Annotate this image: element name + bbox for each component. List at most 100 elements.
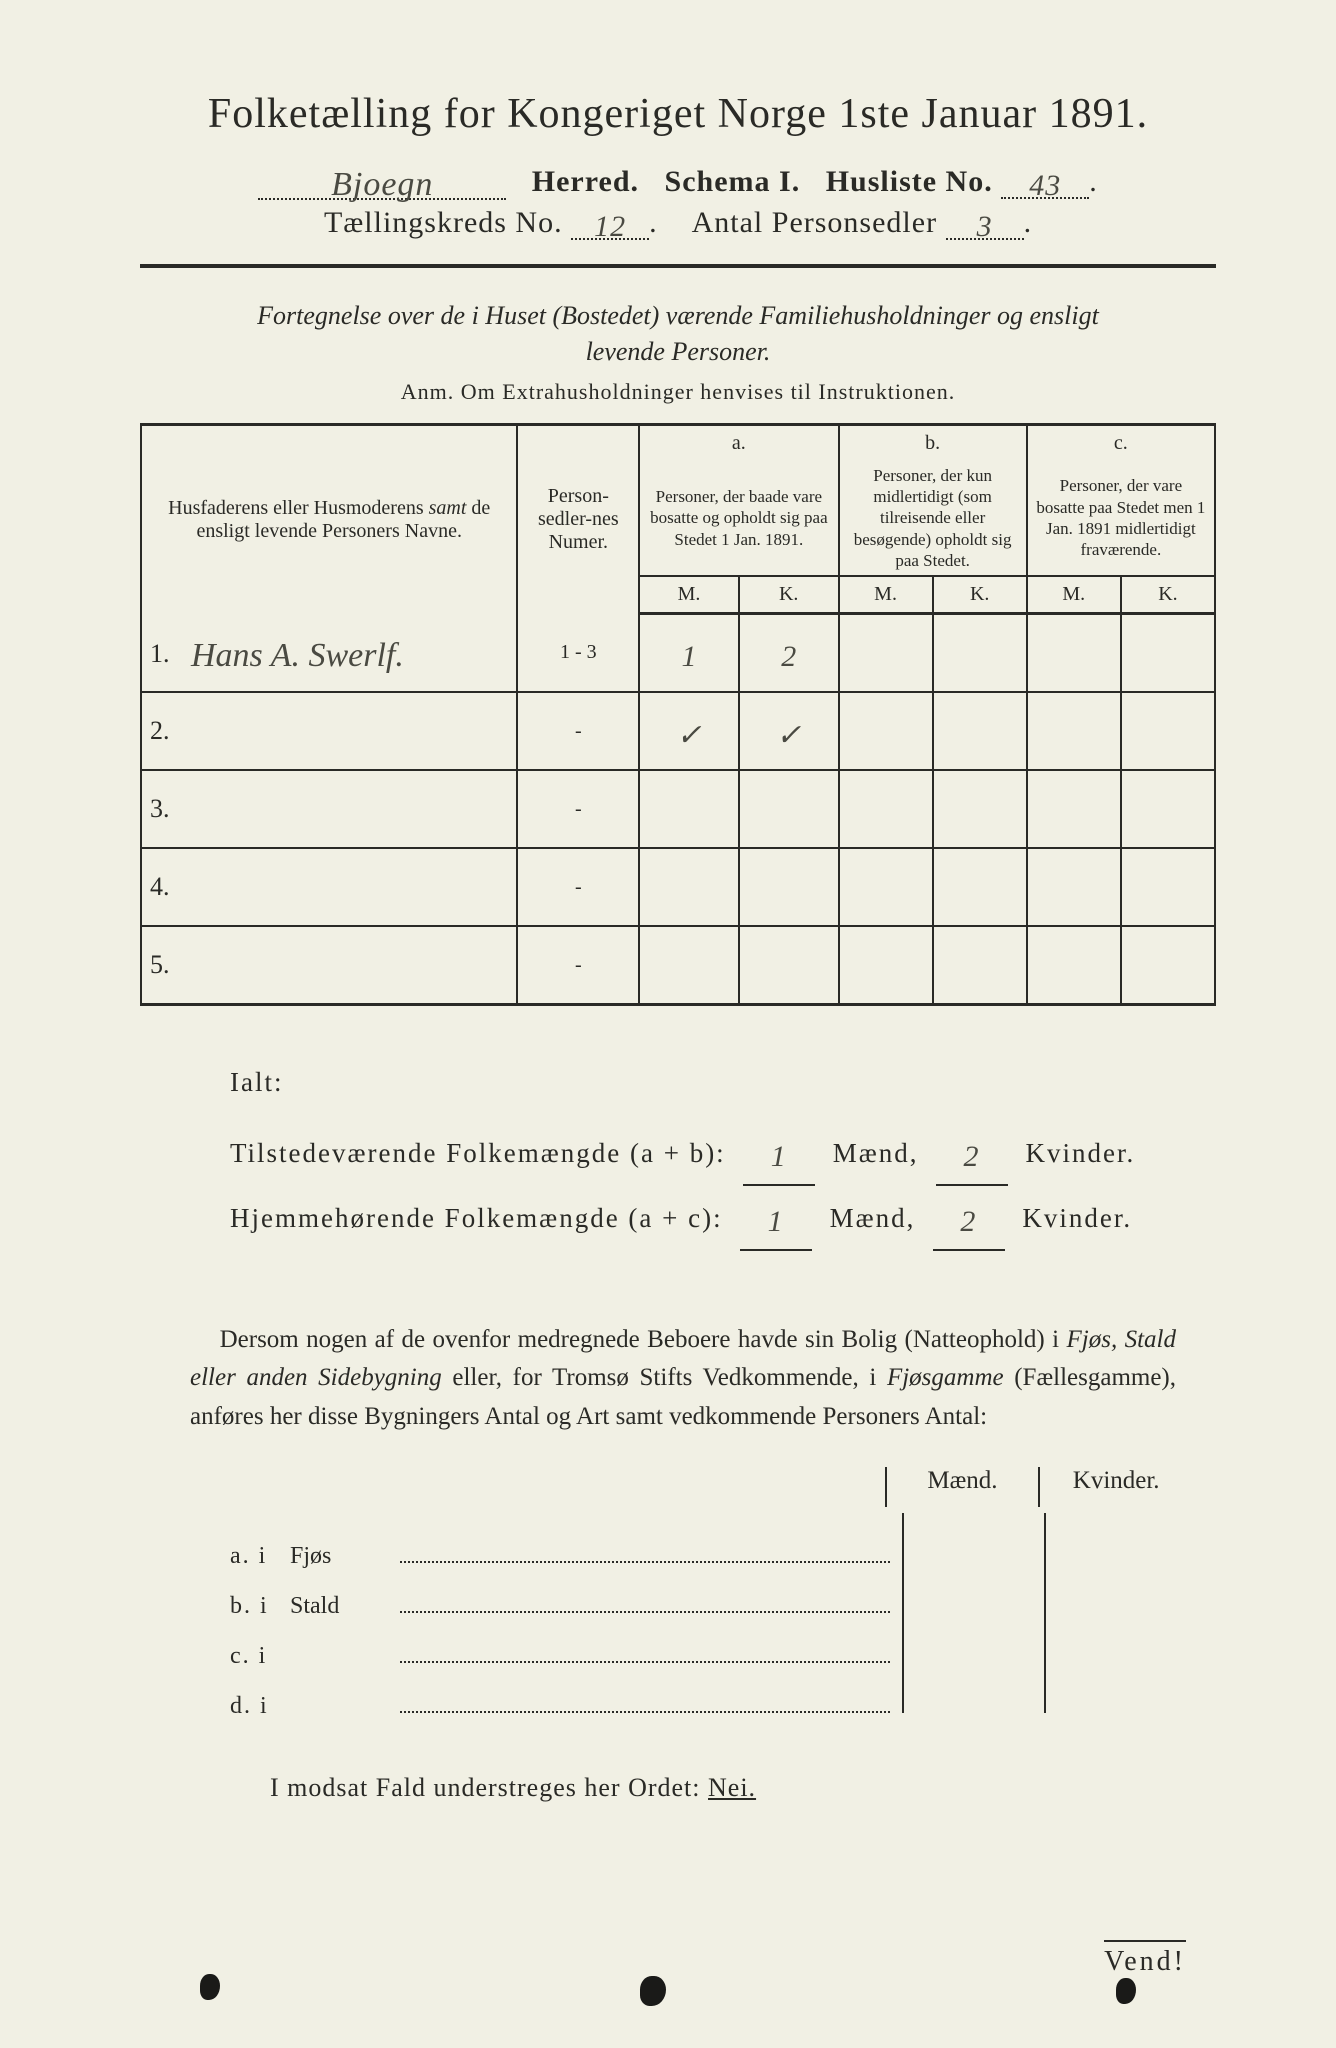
row-numer: - xyxy=(517,692,639,770)
herred-label: Herred. xyxy=(532,165,639,198)
row-name-cell: 3. xyxy=(141,770,517,848)
row-ak: ✓ xyxy=(739,692,839,770)
table-row: 3. - xyxy=(141,770,1215,848)
row-am xyxy=(639,848,739,926)
col-header-a: a. xyxy=(639,424,838,461)
row-bk xyxy=(933,848,1027,926)
sum2-kvinder: Kvinder. xyxy=(1022,1203,1132,1233)
row-numer: 1 - 3 xyxy=(517,614,639,693)
subtable-row: c. i xyxy=(230,1613,1186,1663)
ink-blot xyxy=(200,1974,220,2000)
subrow-dots xyxy=(400,1645,890,1663)
row-bk xyxy=(933,926,1027,1005)
summary-line-2: Hjemmehørende Folkemængde (a + c): 1 Mæn… xyxy=(230,1186,1216,1251)
subtable-row: a. iFjøs xyxy=(230,1513,1186,1563)
header-line-2: Tællingskreds No. 12. Antal Personsedler… xyxy=(140,206,1216,240)
sum1-maend: Mænd, xyxy=(833,1138,919,1168)
ink-blot xyxy=(640,1976,666,2006)
row-ak: 2 xyxy=(739,614,839,693)
row-bm xyxy=(839,692,933,770)
subrow-dots xyxy=(400,1595,890,1613)
row-name-cell: 4. xyxy=(141,848,517,926)
sum2-label: Hjemmehørende Folkemængde (a + c): xyxy=(230,1203,723,1233)
summary-block: Ialt: Tilstedeværende Folkemængde (a + b… xyxy=(230,1054,1216,1251)
row-ak xyxy=(739,848,839,926)
subtable-maend-label: Mænd. xyxy=(893,1467,1033,1507)
table-row: 1. Hans A. Swerlf.1 - 312 xyxy=(141,614,1215,693)
col-m-a: M. xyxy=(639,576,739,614)
subrow-name: Stald xyxy=(290,1593,400,1620)
row-bk xyxy=(933,692,1027,770)
antal-label: Antal Personsedler xyxy=(692,206,937,239)
row-numer: - xyxy=(517,770,639,848)
herred-handwritten: Bjoegn xyxy=(331,168,433,202)
sum1-label: Tilstedeværende Folkemængde (a + b): xyxy=(230,1138,726,1168)
col-header-names: Husfaderens eller Husmode­rens samt de e… xyxy=(141,424,517,613)
col-header-c: c. xyxy=(1027,424,1215,461)
row-bm xyxy=(839,848,933,926)
subheading: Fortegnelse over de i Huset (Bostedet) v… xyxy=(140,298,1216,371)
dwelling-paragraph: Dersom nogen af de ovenfor medregnede Be… xyxy=(190,1321,1176,1437)
row-bm xyxy=(839,770,933,848)
col-header-b: b. xyxy=(839,424,1027,461)
subrow-name: Fjøs xyxy=(290,1543,400,1570)
row-cm xyxy=(1027,614,1121,693)
husliste-label: Husliste No. xyxy=(826,165,993,198)
row-bm xyxy=(839,926,933,1005)
row-ak xyxy=(739,770,839,848)
subrow-dots xyxy=(400,1545,890,1563)
col-header-a-desc: Personer, der baade vare bosatte og opho… xyxy=(639,461,838,576)
subrow-label: a. i xyxy=(230,1543,290,1570)
row-ck xyxy=(1121,614,1215,693)
sum1-k: 2 xyxy=(963,1125,980,1188)
row-bk xyxy=(933,770,1027,848)
row-name-cell: 1. Hans A. Swerlf. xyxy=(141,614,517,693)
col-header-numer: Person-sedler-nes Numer. xyxy=(517,424,639,613)
ink-blot xyxy=(1116,1978,1136,2004)
household-table: Husfaderens eller Husmode­rens samt de e… xyxy=(140,423,1216,1006)
antal-no: 3 xyxy=(977,212,993,242)
subrow-label: d. i xyxy=(230,1693,290,1720)
subtable-row: d. i xyxy=(230,1663,1186,1713)
col-k-b: K. xyxy=(933,576,1027,614)
subhead-line1: Fortegnelse over de i Huset (Bostedet) v… xyxy=(257,301,1099,330)
sum1-m: 1 xyxy=(771,1125,788,1188)
nei-word: Nei. xyxy=(708,1773,756,1802)
table-row: 5. - xyxy=(141,926,1215,1005)
row-bm xyxy=(839,614,933,693)
schema-label: Schema I. xyxy=(665,165,801,198)
col-k-c: K. xyxy=(1121,576,1215,614)
subtable-row: b. iStald xyxy=(230,1563,1186,1613)
subtable-kvinder-label: Kvinder. xyxy=(1046,1467,1186,1507)
row-cm xyxy=(1027,926,1121,1005)
divider-rule xyxy=(140,264,1216,268)
dwelling-subtable: Mænd. Kvinder. a. iFjøsb. iStaldc. id. i xyxy=(230,1467,1186,1713)
subrow-vals xyxy=(902,1563,1186,1613)
subrow-label: c. i xyxy=(230,1643,290,1670)
summary-line-1: Tilstedeværende Folkemængde (a + b): 1 M… xyxy=(230,1121,1216,1186)
subrow-vals xyxy=(902,1663,1186,1713)
subhead-line2: levende Personer. xyxy=(586,337,771,366)
subtable-mk-header: Mænd. Kvinder. xyxy=(230,1467,1186,1507)
row-bk xyxy=(933,614,1027,693)
modtfald-line: I modsat Fald understreges her Ordet: Ne… xyxy=(270,1773,1216,1803)
header-line-1: Bjoegn Herred. Schema I. Husliste No. 43… xyxy=(140,164,1216,200)
row-cm xyxy=(1027,692,1121,770)
sum2-k: 2 xyxy=(960,1190,977,1253)
row-ak xyxy=(739,926,839,1005)
husliste-no: 43 xyxy=(1029,171,1061,201)
row-am xyxy=(639,926,739,1005)
vend-label: Vend! xyxy=(1104,1940,1186,1978)
subrow-dots xyxy=(400,1695,890,1713)
modfald-text: I modsat Fald understreges her Ordet: xyxy=(270,1773,708,1802)
row-name-cell: 5. xyxy=(141,926,517,1005)
sum2-m: 1 xyxy=(768,1190,785,1253)
row-ck xyxy=(1121,692,1215,770)
col-k-a: K. xyxy=(739,576,839,614)
row-am xyxy=(639,770,739,848)
sum2-maend: Mænd, xyxy=(830,1203,916,1233)
row-ck xyxy=(1121,770,1215,848)
ialt-label: Ialt: xyxy=(230,1054,1216,1111)
col-m-c: M. xyxy=(1027,576,1121,614)
subrow-label: b. i xyxy=(230,1593,290,1620)
